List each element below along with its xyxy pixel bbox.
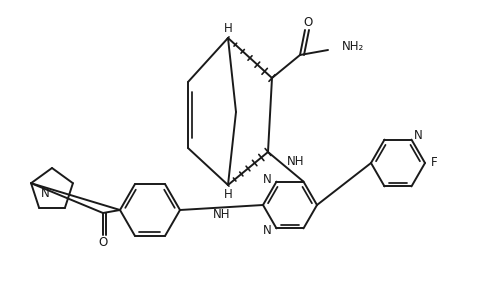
- Text: N: N: [413, 129, 422, 142]
- Text: NH: NH: [213, 208, 230, 221]
- Text: N: N: [41, 187, 50, 200]
- Text: N: N: [263, 224, 272, 237]
- Text: NH₂: NH₂: [342, 41, 364, 54]
- Text: H: H: [223, 23, 232, 35]
- Text: NH: NH: [287, 155, 304, 168]
- Text: F: F: [431, 156, 437, 170]
- Text: O: O: [98, 235, 108, 249]
- Text: H: H: [223, 187, 232, 201]
- Text: N: N: [263, 173, 272, 186]
- Text: O: O: [303, 15, 313, 29]
